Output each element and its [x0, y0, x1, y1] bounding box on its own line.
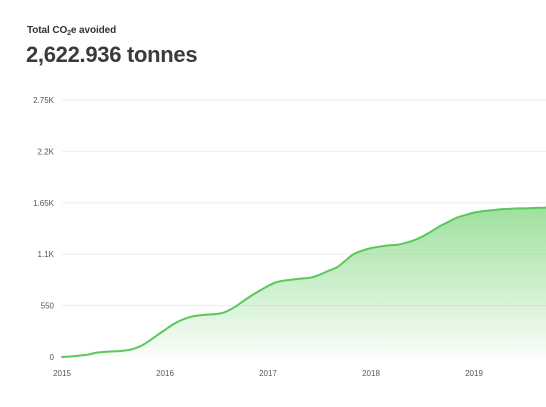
- metric-total-value: 2,622.936 tonnes: [26, 42, 198, 67]
- series-line-layer: [61, 206, 546, 358]
- x-tick-label: 2019: [465, 369, 483, 378]
- series-area-fill: [62, 207, 546, 357]
- x-tick-label: 2018: [362, 369, 380, 378]
- metric-label-prefix: Total CO: [27, 25, 68, 36]
- x-tick-label: 2017: [259, 369, 277, 378]
- y-tick-label: 2.75K: [33, 96, 55, 105]
- y-tick-label: 0: [50, 353, 55, 362]
- metric-label-subscript: 2: [67, 30, 71, 37]
- x-axis-ticks: 2015 2016 2017 2018 2019: [53, 369, 483, 378]
- metric-label-suffix: e avoided: [70, 25, 117, 36]
- x-tick-label: 2016: [156, 369, 174, 378]
- area-fill-layer: [62, 207, 546, 357]
- y-tick-label: 2.2K: [38, 147, 55, 156]
- y-axis-ticks: 0 550 1.1K 1.65K 2.2K 2.75K: [33, 96, 55, 362]
- series-line: [61, 206, 546, 358]
- metric-label: Total CO2e avoided: [27, 25, 117, 37]
- y-tick-label: 550: [41, 302, 55, 311]
- y-tick-label: 1.1K: [38, 250, 55, 259]
- x-tick-label: 2015: [53, 369, 71, 378]
- y-tick-label: 1.65K: [33, 199, 55, 208]
